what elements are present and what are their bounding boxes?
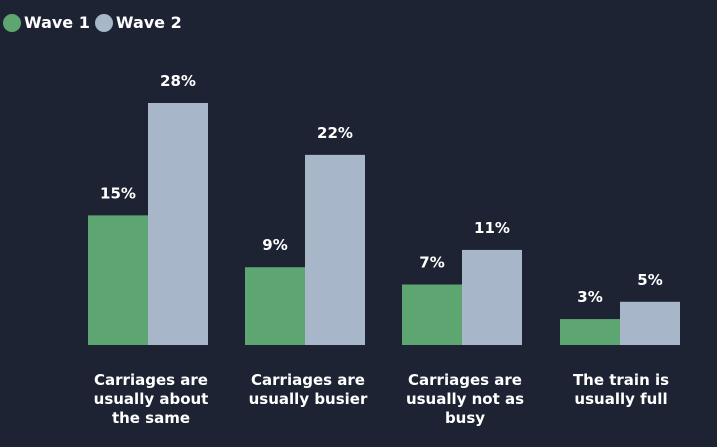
legend-swatch-wave-2 <box>94 13 113 32</box>
data-label: 28% <box>160 72 196 90</box>
data-label: 22% <box>317 124 353 142</box>
category-label: The train is usually full <box>572 371 670 408</box>
legend-item-wave-1: Wave 1 <box>3 13 90 32</box>
legend-item-wave-2: Wave 2 <box>94 13 182 32</box>
data-label: 3% <box>577 288 602 306</box>
data-label: 7% <box>419 254 444 272</box>
data-label: 5% <box>637 271 662 289</box>
bar-wave-2 <box>462 249 522 345</box>
data-label: 11% <box>474 219 510 237</box>
bar-wave-1 <box>402 284 462 345</box>
legend: Wave 1 Wave 2 <box>3 13 187 32</box>
bar-wave-2 <box>148 103 208 345</box>
bar-wave-1 <box>560 319 620 345</box>
category-label: Carriages are usually busier <box>248 371 368 408</box>
bar-wave-1 <box>88 215 148 345</box>
data-label: 9% <box>262 236 287 254</box>
legend-swatch-wave-1 <box>3 13 21 32</box>
bar-wave-2 <box>620 301 680 345</box>
category-label: Carriages are usually not as busy <box>405 371 525 427</box>
category-label: Carriages are usually about the same <box>93 371 209 427</box>
bar-wave-1 <box>245 267 305 345</box>
bar-wave-2 <box>305 154 365 345</box>
legend-label-wave-1: Wave 1 <box>24 13 90 32</box>
legend-label-wave-2: Wave 2 <box>115 13 182 32</box>
data-label: 15% <box>100 184 136 202</box>
